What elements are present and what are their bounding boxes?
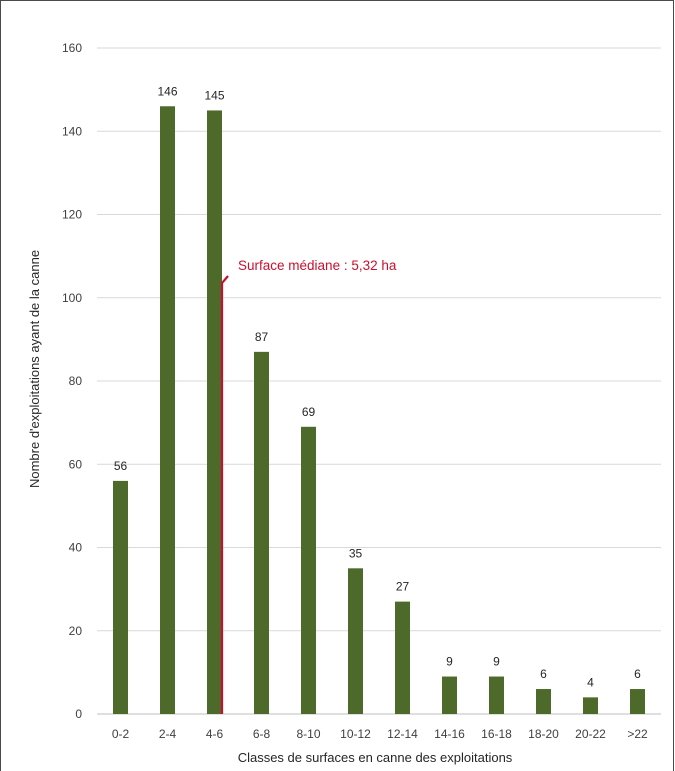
gridlines xyxy=(97,47,661,715)
x-tick-label-14-16: 14-16 xyxy=(434,727,465,741)
data-label-12-14: 27 xyxy=(396,580,410,594)
y-tick-label-40: 40 xyxy=(69,541,83,555)
data-label-20-22: 4 xyxy=(587,675,594,689)
x-tick-label-16-18: 16-18 xyxy=(481,727,512,741)
bar-14-16 xyxy=(442,676,457,714)
bar->22 xyxy=(630,689,645,714)
median-line xyxy=(220,275,229,714)
x-tick-label-12-14: 12-14 xyxy=(387,727,418,741)
data-label-8-10: 69 xyxy=(302,405,316,419)
x-tick-label-20-22: 20-22 xyxy=(575,727,606,741)
y-tick-labels: 0 20 40 60 80 100 120 140 160 xyxy=(62,41,82,721)
bar-8-10 xyxy=(301,426,316,714)
x-tick-labels: 0-2 2-4 4-6 6-8 8-10 10-12 12-14 14-16 16-18 18-2… xyxy=(112,727,648,741)
data-label-4-6: 145 xyxy=(204,88,224,102)
y-tick-label-140: 140 xyxy=(62,124,82,138)
median-marker: Surface médiane : 5,32 ha xyxy=(220,258,397,714)
data-label-0-2: 56 xyxy=(114,459,128,473)
data-label-18-20: 6 xyxy=(540,667,547,681)
bar-2-4 xyxy=(160,106,175,714)
bars xyxy=(113,106,645,714)
x-tick-label-10-12: 10-12 xyxy=(340,727,371,741)
y-tick-label-0: 0 xyxy=(75,707,82,721)
data-label-14-16: 9 xyxy=(446,655,453,669)
bar-18-20 xyxy=(536,689,551,714)
y-tick-label-100: 100 xyxy=(62,291,82,305)
data-label-2-4: 146 xyxy=(157,84,177,98)
x-tick-label-0-2: 0-2 xyxy=(112,727,130,741)
data-label->22: 6 xyxy=(634,667,641,681)
bar-0-2 xyxy=(113,480,128,714)
y-tick-label-60: 60 xyxy=(69,457,83,471)
bar-4-6 xyxy=(207,110,222,714)
x-tick-label-6-8: 6-8 xyxy=(253,727,271,741)
data-label-16-18: 9 xyxy=(493,655,500,669)
x-tick-label-8-10: 8-10 xyxy=(296,727,320,741)
y-tick-label-120: 120 xyxy=(62,208,82,222)
bar-6-8 xyxy=(254,351,269,714)
y-axis-title: Nombre d'exploitations ayant de la canne xyxy=(27,250,42,488)
x-tick-label-4-6: 4-6 xyxy=(206,727,224,741)
bar-10-12 xyxy=(348,568,363,714)
x-tick-label->22: >22 xyxy=(627,727,648,741)
bar-16-18 xyxy=(489,676,504,714)
x-tick-label-18-20: 18-20 xyxy=(528,727,559,741)
x-tick-label-2-4: 2-4 xyxy=(159,727,177,741)
y-tick-label-20: 20 xyxy=(69,624,83,638)
x-axis-title: Classes de surfaces en canne des exploit… xyxy=(238,750,513,765)
median-annotation: Surface médiane : 5,32 ha xyxy=(238,258,397,273)
y-tick-label-160: 160 xyxy=(62,41,82,55)
bar-20-22 xyxy=(583,697,598,714)
data-label-6-8: 87 xyxy=(255,330,269,344)
bar-12-14 xyxy=(395,601,410,714)
data-labels: 56 146 145 87 69 35 27 9 9 6 4 6 xyxy=(114,84,641,689)
y-tick-label-80: 80 xyxy=(69,374,83,388)
data-label-10-12: 35 xyxy=(349,546,363,560)
